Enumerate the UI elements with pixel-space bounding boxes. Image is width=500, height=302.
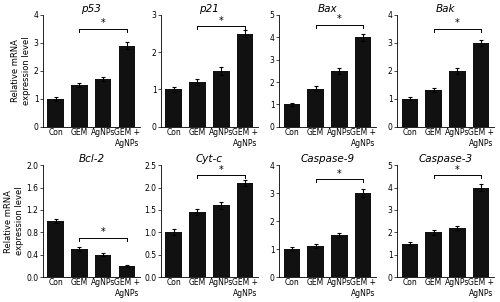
Text: *: * (455, 165, 460, 175)
Text: *: * (337, 169, 342, 179)
Title: Caspase-9: Caspase-9 (300, 154, 354, 165)
Bar (71, 85, 88, 127)
Bar (118, 266, 135, 277)
Text: *: * (101, 227, 105, 237)
Title: p53: p53 (82, 4, 101, 14)
Bar (402, 99, 418, 127)
Bar (189, 212, 206, 277)
Bar (48, 221, 64, 277)
Bar (284, 249, 300, 277)
Title: Caspase-3: Caspase-3 (418, 154, 472, 165)
Bar (426, 232, 442, 277)
Text: *: * (337, 14, 342, 24)
Bar (213, 71, 230, 127)
Bar (189, 82, 206, 127)
Bar (449, 228, 466, 277)
Title: Bak: Bak (436, 4, 455, 14)
Bar (95, 79, 112, 127)
Text: *: * (455, 18, 460, 28)
Bar (354, 193, 372, 277)
Bar (331, 235, 347, 277)
Bar (426, 90, 442, 127)
Y-axis label: Relative mRNA
expression level: Relative mRNA expression level (4, 187, 24, 255)
Text: *: * (101, 18, 105, 28)
Bar (473, 188, 490, 277)
Bar (236, 34, 254, 127)
Bar (307, 246, 324, 277)
Text: *: * (219, 16, 224, 26)
Text: *: * (219, 165, 224, 175)
Bar (284, 104, 300, 127)
Y-axis label: Relative mRNA
expression level: Relative mRNA expression level (12, 37, 31, 105)
Bar (166, 89, 182, 127)
Bar (331, 71, 347, 127)
Bar (236, 183, 254, 277)
Title: Cyt-c: Cyt-c (196, 154, 223, 165)
Bar (473, 43, 490, 127)
Bar (449, 71, 466, 127)
Title: Bax: Bax (318, 4, 337, 14)
Bar (166, 232, 182, 277)
Bar (307, 89, 324, 127)
Bar (118, 46, 135, 127)
Bar (71, 249, 88, 277)
Bar (354, 37, 372, 127)
Title: p21: p21 (200, 4, 220, 14)
Bar (402, 243, 418, 277)
Bar (95, 255, 112, 277)
Bar (213, 205, 230, 277)
Bar (48, 99, 64, 127)
Title: Bcl-2: Bcl-2 (78, 154, 104, 165)
